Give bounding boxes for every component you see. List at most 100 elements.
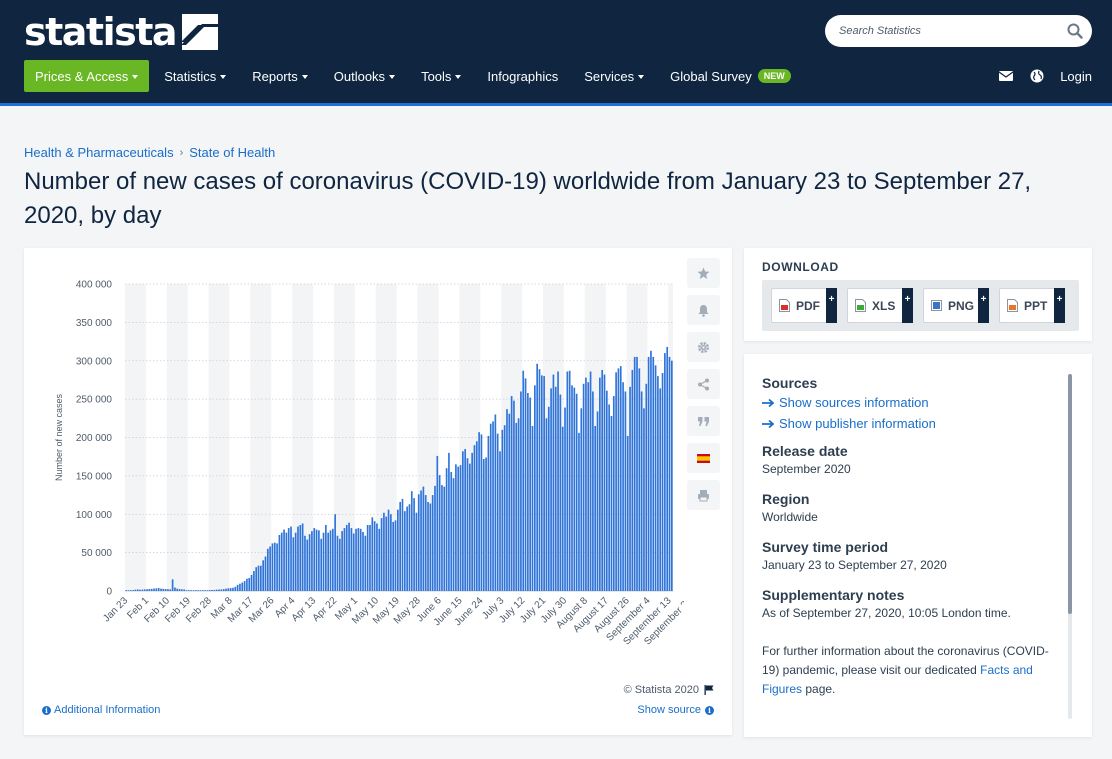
- bar[interactable]: [192, 590, 195, 591]
- bar[interactable]: [246, 578, 248, 591]
- bar[interactable]: [376, 523, 378, 591]
- settings-button[interactable]: [687, 332, 720, 362]
- bar[interactable]: [257, 565, 260, 591]
- bar[interactable]: [213, 589, 216, 591]
- bar[interactable]: [345, 524, 348, 591]
- bar[interactable]: [448, 452, 450, 591]
- download-ppt-button[interactable]: PPT +: [999, 288, 1065, 323]
- bar[interactable]: [568, 370, 571, 591]
- bar[interactable]: [364, 535, 367, 591]
- bar[interactable]: [643, 408, 645, 591]
- bar[interactable]: [659, 388, 662, 591]
- bar[interactable]: [129, 590, 132, 591]
- bar[interactable]: [125, 590, 127, 591]
- bar[interactable]: [271, 543, 274, 591]
- bar[interactable]: [406, 506, 408, 591]
- bar[interactable]: [148, 589, 151, 591]
- bar[interactable]: [545, 418, 548, 591]
- bar[interactable]: [671, 360, 673, 591]
- bar[interactable]: [318, 530, 320, 591]
- bar[interactable]: [589, 371, 592, 591]
- bar[interactable]: [181, 589, 183, 591]
- bar[interactable]: [501, 429, 504, 591]
- bar[interactable]: [601, 369, 604, 591]
- bar[interactable]: [661, 373, 664, 591]
- bar[interactable]: [612, 396, 615, 591]
- bar[interactable]: [390, 514, 392, 591]
- bar[interactable]: [157, 588, 160, 591]
- bar[interactable]: [215, 589, 218, 591]
- bar[interactable]: [427, 501, 429, 591]
- bar[interactable]: [294, 532, 297, 591]
- bar[interactable]: [248, 577, 251, 591]
- bar[interactable]: [615, 372, 617, 591]
- bar[interactable]: [276, 543, 278, 591]
- bar[interactable]: [605, 390, 608, 591]
- bar[interactable]: [594, 425, 597, 591]
- bar[interactable]: [371, 517, 374, 591]
- bar[interactable]: [538, 369, 541, 591]
- download-pdf-button[interactable]: PDF +: [771, 288, 837, 323]
- bar[interactable]: [206, 590, 209, 591]
- bar[interactable]: [487, 435, 490, 591]
- bar[interactable]: [139, 589, 141, 591]
- bar[interactable]: [311, 531, 313, 591]
- bar[interactable]: [462, 451, 464, 591]
- bar[interactable]: [434, 485, 436, 591]
- bar[interactable]: [566, 371, 569, 591]
- bar[interactable]: [668, 356, 671, 591]
- bar[interactable]: [631, 369, 634, 591]
- bar[interactable]: [410, 491, 413, 591]
- bar[interactable]: [652, 356, 655, 591]
- bar[interactable]: [592, 391, 594, 591]
- bar[interactable]: [315, 529, 318, 591]
- bar[interactable]: [141, 589, 144, 591]
- bar[interactable]: [413, 498, 415, 591]
- bar[interactable]: [438, 475, 441, 591]
- bar[interactable]: [534, 385, 536, 591]
- bar[interactable]: [475, 441, 478, 591]
- bar[interactable]: [232, 587, 234, 591]
- bar[interactable]: [155, 588, 158, 591]
- report-flag-icon[interactable]: [704, 685, 714, 695]
- bar[interactable]: [322, 532, 325, 591]
- bar[interactable]: [575, 393, 578, 591]
- bar[interactable]: [508, 413, 511, 591]
- bar[interactable]: [380, 518, 383, 591]
- bar[interactable]: [531, 425, 534, 591]
- nav-infographics[interactable]: Infographics: [487, 69, 558, 84]
- bar[interactable]: [647, 356, 650, 591]
- bar[interactable]: [441, 485, 443, 591]
- bar[interactable]: [325, 524, 327, 591]
- nav-reports[interactable]: Reports: [252, 69, 308, 84]
- bar[interactable]: [401, 498, 404, 591]
- bar[interactable]: [355, 528, 357, 591]
- bar[interactable]: [278, 534, 281, 591]
- bar[interactable]: [169, 589, 172, 591]
- bar[interactable]: [329, 530, 332, 591]
- bar[interactable]: [174, 587, 176, 591]
- bar[interactable]: [297, 526, 299, 591]
- bar[interactable]: [199, 590, 202, 591]
- bar[interactable]: [573, 387, 576, 591]
- bar[interactable]: [327, 532, 330, 591]
- bar[interactable]: [585, 377, 587, 591]
- bar[interactable]: [657, 376, 659, 591]
- bar[interactable]: [471, 452, 473, 591]
- statista-logo[interactable]: statista: [24, 12, 219, 52]
- bar[interactable]: [255, 567, 258, 591]
- share-button[interactable]: [687, 369, 720, 399]
- bar[interactable]: [650, 350, 652, 591]
- bar[interactable]: [664, 353, 666, 591]
- bar[interactable]: [127, 590, 130, 591]
- bar[interactable]: [466, 458, 469, 591]
- login-link[interactable]: Login: [1060, 68, 1092, 84]
- bar[interactable]: [552, 374, 555, 591]
- nav-outlooks[interactable]: Outlooks: [334, 69, 396, 84]
- bar[interactable]: [524, 378, 527, 591]
- show-sources-link[interactable]: Show sources information: [762, 392, 1062, 413]
- bar[interactable]: [150, 588, 153, 591]
- bar[interactable]: [222, 589, 225, 591]
- bar[interactable]: [436, 455, 439, 591]
- bar[interactable]: [348, 522, 350, 591]
